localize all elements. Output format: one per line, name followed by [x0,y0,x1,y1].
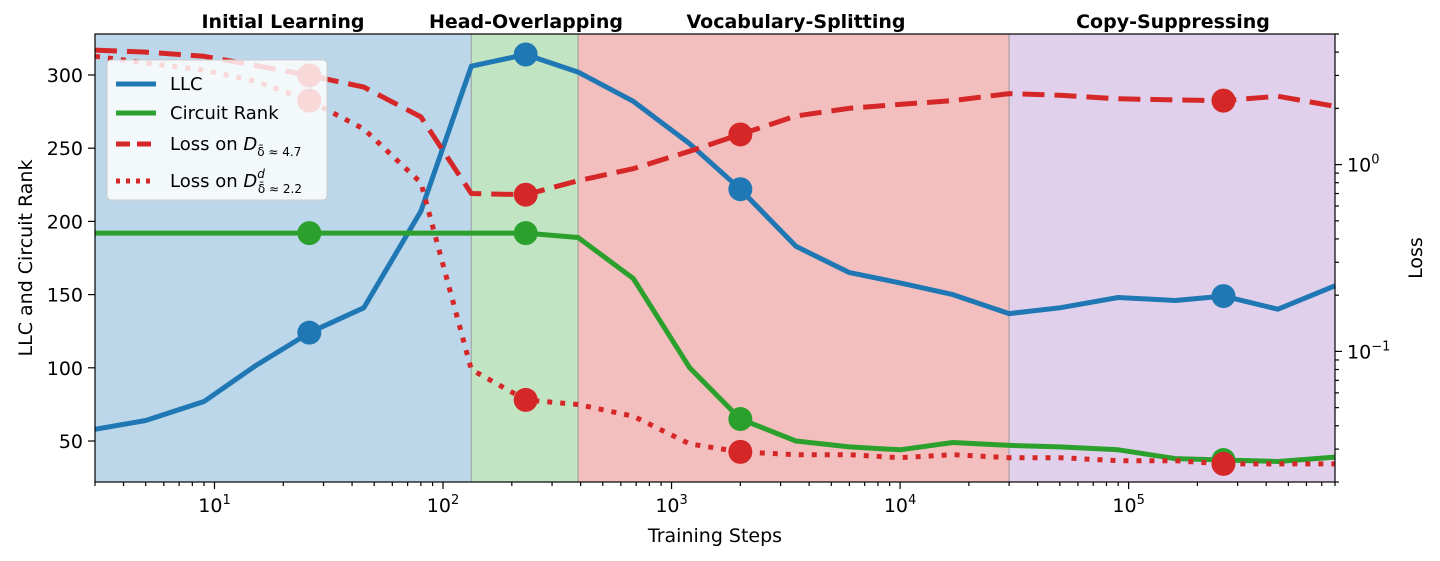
phase-band-vocabulary-splitting [578,34,1010,482]
marker-loss-on-d-4-7 [728,122,753,147]
phase-label-initial-learning: Initial Learning [201,11,364,33]
y-right-tick-label: 100 [1347,153,1379,177]
legend-label: Circuit Rank [170,103,279,124]
marker-loss-on-d-d-2-2 [1211,451,1236,476]
legend-label: LLC [170,74,203,95]
phase-label-copy-suppressing: Copy-Suppressing [1076,11,1270,33]
phase-band-head-overlapping [471,34,579,482]
y-axis-right-title: Loss [1405,237,1427,279]
phase-label-vocabulary-splitting: Vocabulary-Splitting [686,11,905,33]
marker-llc [728,177,753,202]
marker-loss-on-d-4-7 [1211,88,1236,113]
plot-frame [94,33,1336,483]
y-axis-left-title: LLC and Circuit Rank [15,160,37,357]
legend: LLC Circuit Rank Loss on Dδ̄ ≈ 4.7 Loss on … [106,59,328,201]
marker-llc [513,42,538,67]
phase-band-copy-suppressing [1009,34,1335,482]
y-left-tick-label: 50 [59,431,83,453]
legend-box [106,59,328,201]
legend-label: Loss on Dd δ̄ ≈ 2.2 [170,167,302,196]
axes: 101 102 103 104 105 50 100 150 200 250 300 100 10−1 [47,33,1390,517]
x-tick-label: 103 [655,493,687,517]
x-tick-label: 102 [427,493,459,517]
marker-loss-on-d-4-7 [513,182,538,207]
x-tick-label: 101 [198,493,230,517]
marker-circuit-rank [297,221,322,246]
marker-loss-on-d-d-2-2 [728,439,753,464]
y-left-tick-label: 150 [47,285,83,307]
x-axis-title: Training Steps [647,525,782,547]
y-left-tick-label: 300 [47,65,83,87]
y-right-tick-label: 10−1 [1347,339,1390,363]
marker-llc [1211,284,1236,309]
marker-circuit-rank [513,221,538,246]
x-tick-label: 105 [1112,493,1144,517]
phase-labels: Initial Learning Head-Overlapping Vocabula… [201,11,1269,33]
marker-loss-on-d-d-2-2 [513,387,538,412]
y-left-tick-label: 200 [47,211,83,233]
marker-circuit-rank [728,407,753,432]
legend-label: Loss on Dδ̄ ≈ 4.7 [170,134,301,159]
marker-llc [297,320,322,345]
x-tick-label: 104 [884,493,916,517]
y-left-tick-label: 250 [47,138,83,160]
phase-label-head-overlapping: Head-Overlapping [429,11,623,33]
y-left-tick-label: 100 [47,358,83,380]
